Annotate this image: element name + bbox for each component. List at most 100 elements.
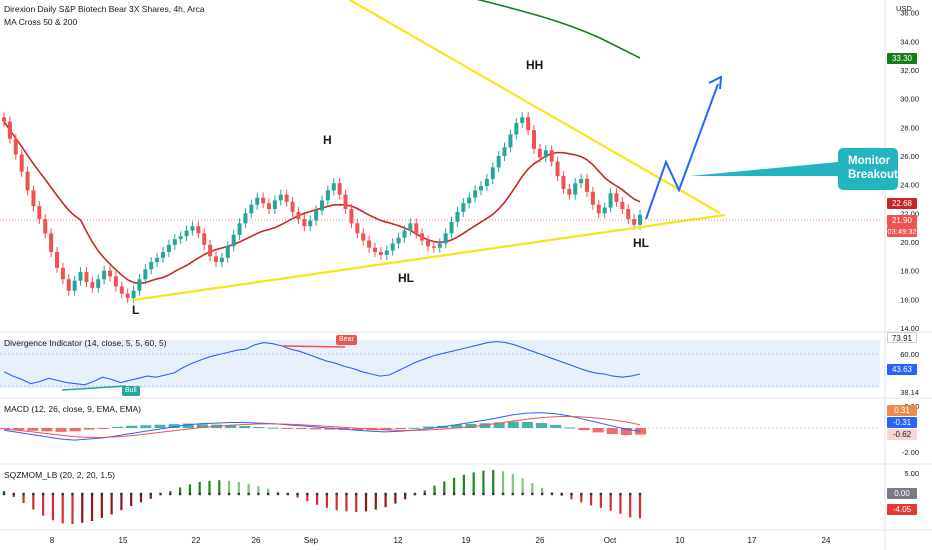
sqz-dot: [61, 492, 64, 496]
bear-divergence-line: [282, 345, 346, 348]
candle-body: [502, 147, 507, 156]
sqz-dot: [2, 492, 6, 496]
macd-histogram-bar: [69, 428, 81, 432]
macd-histogram-bar: [550, 425, 562, 428]
candle-body: [437, 243, 442, 248]
sqz-dot: [237, 492, 241, 496]
macd-histogram-bar: [578, 428, 590, 431]
candle-body: [108, 270, 112, 277]
signal-line: [3, 415, 641, 438]
sqz-dot: [433, 492, 436, 496]
macd-histogram-bar: [112, 426, 124, 428]
sqz-dot: [423, 492, 426, 496]
divergence-label: Divergence Indicator (14, close, 5, 5, 6…: [4, 338, 167, 348]
candle-body: [90, 282, 95, 288]
sqz-dot: [149, 492, 152, 496]
macd-histogram-bar: [352, 428, 364, 430]
panel-bg-2: [0, 398, 932, 464]
candle-body: [420, 233, 425, 241]
annotation-hl-right: HL: [633, 236, 649, 250]
time-tick-label: 22: [192, 536, 201, 545]
time-tick-label: 17: [748, 536, 757, 545]
sqz-dot: [355, 492, 358, 496]
sqz-dot: [609, 492, 612, 496]
macd-tick-label: -2.00: [902, 448, 919, 457]
sqz-dot: [41, 492, 45, 496]
price-tick-label: 36.00: [900, 9, 919, 18]
candle-body: [302, 219, 307, 227]
macd-histogram-bar: [55, 428, 67, 432]
sqz-dot: [110, 492, 113, 496]
sqz-dot: [638, 492, 642, 496]
candle-body: [626, 209, 631, 220]
candle-body: [426, 240, 430, 247]
sqz-dot: [90, 492, 94, 496]
candle-body: [137, 279, 142, 291]
sqz-dot: [511, 492, 514, 496]
candle-body: [172, 239, 177, 245]
candle-body: [113, 276, 118, 287]
sqz-dot: [531, 492, 534, 496]
sqz-dot: [560, 492, 563, 496]
macd-histogram-bar: [196, 424, 208, 428]
price-tick-label: 22.00: [900, 209, 919, 218]
macd-histogram-bar: [140, 425, 152, 428]
candle-body: [19, 154, 24, 172]
macd-tag-1: -0.31: [887, 417, 917, 428]
macd-histogram-bar: [479, 423, 491, 428]
sqz-dot: [178, 492, 182, 496]
sqz-dot: [580, 492, 583, 496]
candle-body: [632, 219, 637, 225]
candle-body: [249, 204, 254, 214]
candle-body: [31, 190, 36, 207]
sqz-dot: [130, 492, 133, 496]
time-tick-label: 12: [394, 536, 403, 545]
resistance-trendline: [349, 0, 721, 214]
sqz-dot: [540, 492, 544, 496]
candle-body: [261, 197, 266, 204]
macd-histogram-bar: [182, 423, 194, 428]
callout-line-1: Monitor: [848, 155, 891, 167]
candle-body: [496, 155, 501, 168]
candle-body: [555, 161, 560, 177]
candle-body: [608, 193, 613, 208]
candle-body: [479, 186, 483, 191]
panel-bg-0: [0, 0, 932, 332]
candle-body: [331, 183, 336, 191]
candle-body: [43, 219, 48, 234]
time-tick-label: 26: [252, 536, 261, 545]
candle-body: [402, 230, 407, 238]
candle-body: [614, 193, 619, 202]
candle-body: [25, 171, 30, 191]
sqz-dot: [276, 492, 280, 496]
price-tick-label: 14.00: [900, 324, 919, 333]
sqz-dot: [472, 492, 475, 496]
sqz-dot: [188, 492, 192, 496]
sqz-dot: [521, 492, 524, 496]
sqz-dot: [266, 492, 270, 496]
candle-body: [267, 203, 271, 210]
candle-body: [84, 272, 89, 283]
rsi-tick-label: 60.00: [900, 350, 919, 359]
sqz-dot: [335, 492, 338, 496]
sqz-tick-label: 5.00: [904, 469, 919, 478]
callout-line-2: Breakout: [848, 169, 898, 181]
macd-histogram-bar: [592, 428, 604, 433]
sqz-dot: [208, 492, 211, 496]
last-price-tag: 21.90: [887, 215, 917, 226]
candle-body: [573, 183, 578, 195]
price-tick-label: 26.00: [900, 152, 919, 161]
projection-arrowhead: [708, 75, 723, 90]
annotation-hl-mid: HL: [398, 271, 414, 285]
candle-body: [620, 201, 625, 210]
sqz-dot: [218, 492, 221, 496]
candle-body: [514, 122, 519, 135]
candle-body: [461, 203, 466, 212]
sqz-current-tag: -4.05: [887, 504, 917, 515]
candle-body: [325, 190, 330, 201]
candle-body: [278, 194, 283, 201]
candle-body: [467, 197, 472, 204]
macd-histogram-bar: [493, 422, 505, 428]
candle-body: [396, 237, 401, 244]
